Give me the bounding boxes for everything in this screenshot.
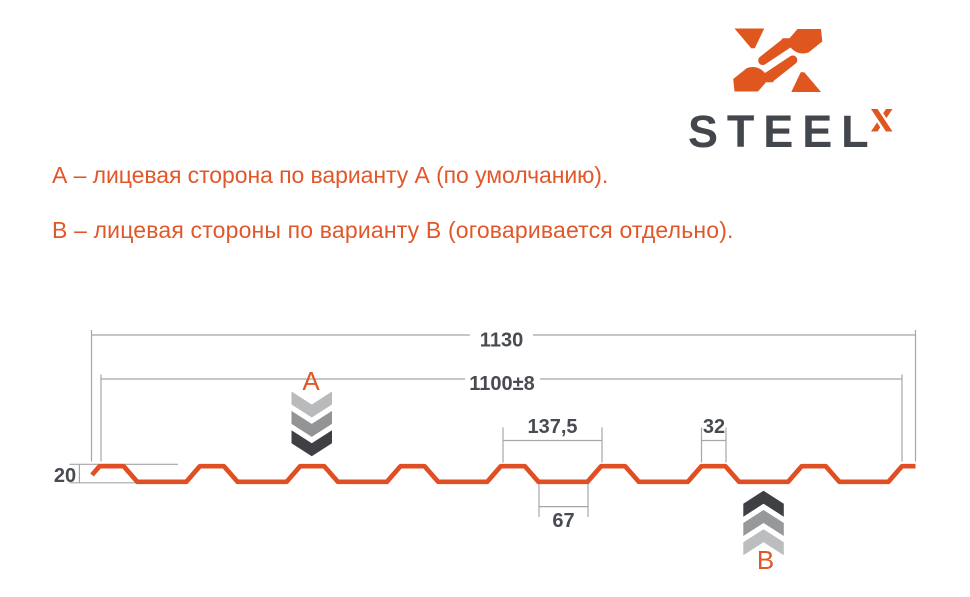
- svg-text:A: A: [302, 366, 320, 396]
- svg-text:1130: 1130: [480, 330, 523, 352]
- svg-text:67: 67: [552, 510, 574, 532]
- svg-text:20: 20: [54, 465, 76, 487]
- svg-text:B: B: [757, 545, 774, 575]
- svg-text:STEEL: STEEL: [688, 106, 878, 157]
- svg-text:32: 32: [703, 416, 725, 438]
- svg-text:1100±8: 1100±8: [469, 373, 535, 395]
- svg-text:137,5: 137,5: [527, 416, 577, 438]
